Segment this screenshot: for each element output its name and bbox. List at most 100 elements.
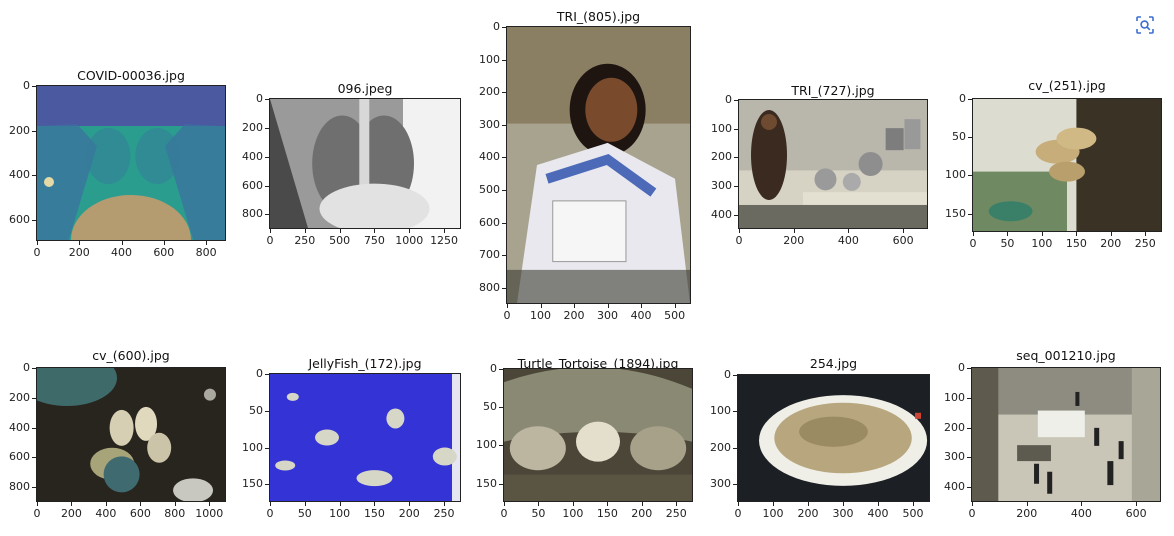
x-tick-mark	[674, 304, 676, 308]
x-tick-mark	[913, 502, 914, 506]
x-tick-label: 250	[665, 507, 687, 520]
image-search-button[interactable]	[1132, 12, 1158, 38]
y-tick-label: 0	[724, 368, 731, 381]
y-tick-mark	[734, 214, 738, 216]
x-tick-label: 400	[95, 507, 117, 520]
y-tick-mark	[734, 100, 738, 101]
x-tick-mark	[174, 502, 176, 506]
x-tick-label: 200	[1100, 237, 1122, 250]
y-tick-mark	[499, 483, 503, 485]
x-tick-mark	[848, 229, 850, 233]
y-tick-mark	[502, 27, 506, 28]
x-tick-mark	[163, 241, 165, 245]
x-tick-label: 300	[832, 507, 854, 520]
y-tick-label: 50	[249, 403, 263, 417]
x-tick-mark	[304, 229, 306, 233]
y-tick-label: 300	[711, 178, 732, 192]
y-tick-mark	[502, 92, 506, 94]
x-tick-mark	[409, 502, 411, 506]
image-content	[270, 374, 460, 501]
x-tick-label: 200	[398, 507, 420, 520]
x-tick-label: 150	[363, 507, 385, 520]
y-tick-mark	[733, 484, 737, 486]
x-tick-label: 100	[762, 507, 784, 520]
x-tick-mark	[121, 241, 123, 245]
image-content	[270, 99, 460, 228]
y-tick-mark	[967, 368, 971, 369]
image-axes	[738, 99, 928, 229]
y-tick-mark	[265, 374, 269, 375]
x-tick-mark	[504, 502, 505, 506]
y-tick-label: 400	[711, 207, 732, 221]
x-tick-label: 100	[562, 507, 584, 520]
x-tick-label: 0	[734, 507, 742, 520]
panel-title: cv_(251).jpg	[1028, 78, 1106, 93]
y-tick-label: 100	[945, 168, 966, 182]
x-tick-mark	[37, 241, 38, 245]
x-tick-label: 0	[969, 237, 977, 250]
image-content	[37, 86, 225, 240]
x-tick-label: 100	[329, 507, 351, 520]
y-tick-label: 300	[479, 117, 500, 131]
x-tick-label: 600	[129, 507, 151, 520]
y-tick-label: 0	[256, 92, 263, 105]
image-axes	[972, 98, 1162, 232]
y-tick-mark	[734, 185, 738, 187]
y-tick-label: 300	[710, 477, 731, 491]
y-tick-label: 400	[242, 149, 263, 163]
x-tick-mark	[878, 502, 879, 506]
x-tick-mark	[793, 229, 795, 233]
x-tick-mark	[972, 502, 973, 506]
y-tick-label: 200	[944, 420, 965, 434]
x-tick-label: 1000	[195, 507, 224, 520]
x-tick-mark	[374, 229, 376, 233]
y-tick-mark	[499, 445, 503, 447]
x-tick-mark	[206, 241, 208, 245]
y-tick-mark	[32, 427, 36, 429]
image-search-icon	[1136, 16, 1154, 34]
x-tick-label: 1000	[395, 234, 424, 247]
image-axes	[269, 373, 461, 502]
y-tick-label: 0	[959, 92, 966, 105]
y-tick-mark	[502, 157, 506, 159]
y-tick-label: 400	[944, 480, 965, 494]
x-tick-label: 400	[867, 507, 889, 520]
image-axes	[36, 367, 226, 502]
x-tick-label: 500	[664, 309, 686, 322]
y-tick-mark	[734, 157, 738, 159]
y-tick-label: 0	[958, 361, 965, 374]
y-tick-mark	[733, 411, 737, 413]
x-tick-mark	[1041, 232, 1043, 236]
x-tick-label: 100	[530, 309, 552, 322]
y-tick-mark	[32, 368, 36, 369]
image-axes	[269, 98, 461, 229]
x-tick-mark	[444, 229, 446, 233]
x-tick-label: 250	[294, 234, 316, 247]
y-tick-label: 800	[479, 280, 500, 294]
panel-title: JellyFish_(172).jpg	[308, 356, 422, 371]
image-content	[507, 27, 690, 303]
y-tick-mark	[32, 397, 36, 399]
x-tick-label: 100	[1031, 237, 1053, 250]
x-tick-mark	[1136, 502, 1138, 506]
x-tick-label: 750	[363, 234, 385, 247]
y-tick-label: 600	[242, 178, 263, 192]
x-tick-mark	[607, 502, 609, 506]
x-tick-mark	[339, 229, 341, 233]
y-tick-label: 800	[242, 207, 263, 221]
y-tick-label: 200	[711, 150, 732, 164]
y-tick-mark	[32, 175, 36, 177]
x-tick-label: 300	[597, 309, 619, 322]
y-tick-mark	[734, 128, 738, 130]
y-tick-label: 600	[9, 450, 30, 464]
x-tick-label: 400	[837, 234, 859, 247]
x-tick-mark	[1026, 502, 1028, 506]
x-tick-mark	[843, 502, 844, 506]
y-tick-mark	[265, 127, 269, 129]
y-tick-label: 50	[483, 400, 497, 414]
y-tick-mark	[32, 487, 36, 489]
y-tick-label: 100	[242, 440, 263, 454]
y-tick-mark	[967, 397, 971, 399]
y-tick-mark	[32, 220, 36, 222]
x-tick-mark	[507, 304, 508, 308]
